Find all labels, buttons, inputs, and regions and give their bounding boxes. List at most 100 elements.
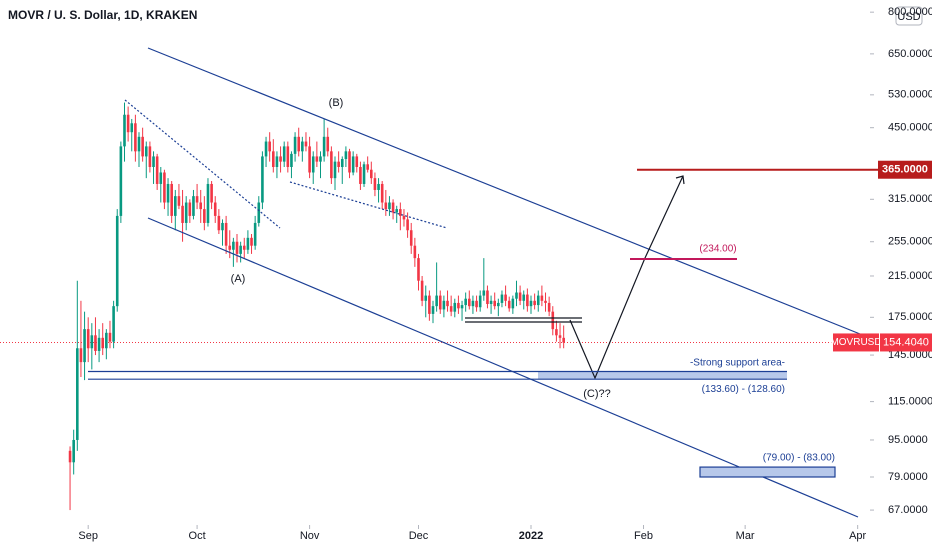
candle-body (359, 166, 362, 184)
candle-body (315, 156, 319, 162)
candle-body (155, 156, 159, 184)
candle-body (507, 300, 511, 309)
candle-body (137, 136, 141, 152)
candle-body (192, 196, 195, 216)
wave-label: (A) (231, 273, 246, 285)
candle-body (322, 136, 326, 157)
candle-body (170, 183, 173, 216)
price-label: 154.4040 (883, 336, 929, 348)
candle-body (380, 183, 384, 203)
y-tick-label: 115.0000 (888, 396, 932, 408)
candle-body (377, 183, 380, 190)
candle-body (409, 230, 413, 246)
candle-body (279, 156, 282, 162)
candle-body (144, 146, 148, 157)
candle-body (221, 222, 224, 231)
candle-body (467, 298, 471, 307)
candle-body (174, 196, 177, 216)
candle-body (417, 258, 420, 281)
support-zone (538, 371, 787, 380)
candle-body (518, 292, 522, 301)
candle-body (72, 439, 75, 463)
y-tick-label: 145.0000 (888, 349, 932, 361)
candle-body (511, 298, 515, 309)
candle-body (115, 215, 119, 307)
candle-body (261, 156, 264, 203)
projection-path (569, 175, 684, 380)
candle-body (286, 146, 290, 167)
candle-body (333, 161, 337, 179)
currency-button[interactable] (895, 6, 923, 26)
candle-body (203, 209, 206, 223)
candle-body (126, 114, 130, 133)
candle-body (457, 302, 460, 309)
y-tick-label: 79.0000 (888, 471, 928, 483)
candle-body (90, 335, 94, 349)
candle-body (188, 202, 192, 216)
level-label: 365.0000 (882, 164, 928, 176)
candle-body (308, 146, 311, 173)
candle-body (242, 245, 246, 250)
candle-body (119, 146, 123, 216)
x-tick-label: Sep (78, 530, 98, 542)
candle-body (290, 153, 293, 167)
candle-body (373, 178, 377, 190)
x-tick-label: Apr (849, 530, 866, 542)
candle-body (235, 241, 239, 254)
symbol-label: MOVRUSD (830, 337, 881, 348)
x-tick-label: Mar (736, 530, 755, 542)
x-tick-label: Oct (189, 530, 206, 542)
y-tick-label: 650.0000 (888, 48, 932, 60)
candle-body (348, 151, 351, 173)
candle-body (540, 295, 544, 301)
candle-body (562, 337, 565, 343)
wave-label: (B) (329, 97, 344, 109)
candle-body (130, 123, 134, 133)
candle-body (319, 156, 322, 162)
dotted-trendline (289, 181, 448, 229)
candle-body (134, 123, 137, 152)
x-tick-label: 2022 (519, 530, 543, 542)
candle-body (558, 335, 562, 338)
candle-body (141, 136, 144, 157)
candle-body (228, 245, 232, 250)
y-tick-label: 95.0000 (888, 434, 928, 446)
candle-body (475, 300, 478, 308)
candle-body (428, 295, 431, 314)
candle-body (330, 151, 333, 179)
candle-body (246, 237, 250, 250)
candle-body (500, 294, 504, 303)
support-text: -Strong support area- (690, 358, 785, 369)
candle-body (460, 305, 464, 309)
zone-label: (79.00) - (83.00) (763, 453, 835, 464)
candle-body (399, 209, 402, 216)
candle-body (123, 114, 126, 147)
candle-body (177, 196, 181, 206)
dotted-trendline (124, 99, 281, 229)
price-badge (880, 333, 932, 352)
candle-body (326, 136, 330, 152)
candle-body (264, 141, 268, 157)
currency-label[interactable]: USD (897, 11, 920, 23)
candle-body (112, 306, 115, 342)
candle-body (526, 294, 529, 307)
candle-body (555, 329, 558, 336)
candle-body (275, 156, 279, 167)
candle-body (282, 146, 286, 162)
candle-body (304, 141, 308, 147)
candle-body (478, 295, 482, 308)
x-tick-label: Feb (634, 530, 653, 542)
candle-body (83, 329, 86, 363)
x-tick-label: Dec (409, 530, 429, 542)
candle-body (224, 222, 228, 246)
candle-body (388, 202, 391, 210)
candle-body (293, 136, 297, 154)
candle-body (206, 183, 210, 223)
y-tick-label: 67.0000 (888, 504, 928, 516)
wave-label: (C)?? (583, 388, 611, 400)
target-label: (234.00) (699, 244, 736, 255)
zone-label: (133.60) - (128.60) (702, 384, 785, 395)
candle-body (497, 302, 500, 307)
candle-body (547, 302, 551, 312)
candle-body (239, 245, 242, 254)
